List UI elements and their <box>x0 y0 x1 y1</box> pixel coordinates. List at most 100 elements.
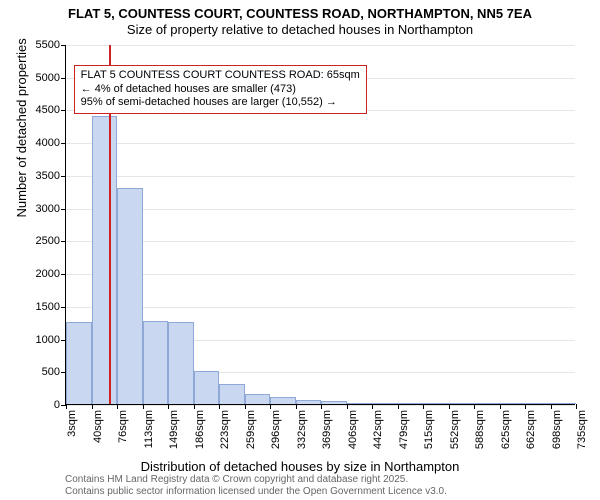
y-tick-mark <box>61 274 66 275</box>
y-tick-mark <box>61 110 66 111</box>
x-tick-mark <box>270 404 271 409</box>
histogram-bar <box>423 403 449 404</box>
y-tick-label: 1000 <box>36 334 60 346</box>
x-tick-mark <box>347 404 348 409</box>
annotation-line-3: 95% of semi-detached houses are larger (… <box>81 96 360 110</box>
x-tick-label: 369sqm <box>321 410 333 449</box>
x-tick-label: 296sqm <box>270 410 282 449</box>
x-tick-label: 735sqm <box>576 410 588 449</box>
annotation-box: FLAT 5 COUNTESS COURT COUNTESS ROAD: 65s… <box>74 65 367 114</box>
y-tick-mark <box>61 209 66 210</box>
x-tick-label: 406sqm <box>347 410 359 449</box>
y-tick-label: 4000 <box>36 137 60 149</box>
y-tick-mark <box>61 45 66 46</box>
histogram-bar <box>551 403 577 404</box>
y-tick-label: 2500 <box>36 235 60 247</box>
x-tick-mark <box>245 404 246 409</box>
x-tick-mark <box>551 404 552 409</box>
y-tick-label: 2000 <box>36 268 60 280</box>
x-tick-mark <box>194 404 195 409</box>
histogram-bar <box>474 403 500 404</box>
x-tick-label: 223sqm <box>219 410 231 449</box>
annotation-line-1: FLAT 5 COUNTESS COURT COUNTESS ROAD: 65s… <box>81 69 360 83</box>
annotation-line-2: ← 4% of detached houses are smaller (473… <box>81 83 360 97</box>
footnote-block: Contains HM Land Registry data © Crown c… <box>65 474 447 498</box>
x-tick-label: 76sqm <box>117 410 129 443</box>
x-tick-mark <box>143 404 144 409</box>
x-tick-label: 698sqm <box>551 410 563 449</box>
x-tick-label: 442sqm <box>372 410 384 449</box>
x-tick-mark <box>525 404 526 409</box>
x-axis-label: Distribution of detached houses by size … <box>141 459 460 474</box>
x-tick-mark <box>576 404 577 409</box>
x-tick-label: 662sqm <box>525 410 537 449</box>
y-tick-label: 500 <box>42 366 60 378</box>
y-axis-label: Number of detached properties <box>14 38 29 217</box>
histogram-bar <box>525 403 551 404</box>
y-tick-label: 3500 <box>36 170 60 182</box>
x-tick-label: 149sqm <box>168 410 180 449</box>
x-tick-label: 186sqm <box>194 410 206 449</box>
title-line-2: Size of property relative to detached ho… <box>0 22 600 38</box>
x-tick-label: 588sqm <box>474 410 486 449</box>
x-tick-mark <box>66 404 67 409</box>
title-line-1: FLAT 5, COUNTESS COURT, COUNTESS ROAD, N… <box>0 6 600 22</box>
x-tick-label: 113sqm <box>143 410 155 448</box>
y-tick-label: 3000 <box>36 203 60 215</box>
x-tick-mark <box>423 404 424 409</box>
histogram-bar <box>66 322 92 404</box>
y-tick-label: 0 <box>54 399 60 411</box>
chart-plot-area: 0500100015002000250030003500400045005000… <box>65 45 575 405</box>
x-tick-mark <box>500 404 501 409</box>
x-tick-mark <box>296 404 297 409</box>
x-tick-label: 479sqm <box>398 410 410 449</box>
x-tick-mark <box>474 404 475 409</box>
histogram-bar <box>219 384 245 404</box>
histogram-bar <box>398 403 424 404</box>
x-tick-mark <box>117 404 118 409</box>
plot-rect: 0500100015002000250030003500400045005000… <box>65 45 575 405</box>
gridline <box>66 45 575 46</box>
x-tick-label: 40sqm <box>92 410 104 443</box>
y-tick-mark <box>61 241 66 242</box>
x-tick-label: 515sqm <box>423 410 435 449</box>
x-tick-mark <box>398 404 399 409</box>
histogram-bar <box>168 322 194 404</box>
x-tick-label: 332sqm <box>296 410 308 449</box>
histogram-bar <box>449 403 475 404</box>
x-tick-mark <box>92 404 93 409</box>
x-tick-mark <box>449 404 450 409</box>
histogram-bar <box>194 371 220 404</box>
y-tick-label: 5000 <box>36 72 60 84</box>
x-tick-label: 3sqm <box>66 410 78 437</box>
x-tick-mark <box>372 404 373 409</box>
histogram-bar <box>372 403 398 404</box>
y-tick-mark <box>61 307 66 308</box>
y-tick-label: 4500 <box>36 104 60 116</box>
histogram-bar <box>321 401 347 404</box>
histogram-bar <box>500 403 526 404</box>
x-tick-mark <box>168 404 169 409</box>
histogram-bar <box>92 116 118 404</box>
x-tick-label: 259sqm <box>245 410 257 449</box>
footnote-line-2: Contains public sector information licen… <box>65 486 447 498</box>
y-tick-mark <box>61 78 66 79</box>
y-tick-mark <box>61 143 66 144</box>
gridline <box>66 176 575 177</box>
histogram-bar <box>117 188 143 404</box>
x-tick-label: 625sqm <box>500 410 512 449</box>
chart-title-block: FLAT 5, COUNTESS COURT, COUNTESS ROAD, N… <box>0 0 600 39</box>
x-tick-mark <box>219 404 220 409</box>
histogram-bar <box>245 394 271 404</box>
histogram-bar <box>296 400 322 404</box>
y-tick-label: 5500 <box>36 39 60 51</box>
histogram-bar <box>270 397 296 404</box>
y-tick-label: 1500 <box>36 301 60 313</box>
x-tick-label: 552sqm <box>449 410 461 449</box>
footnote-line-1: Contains HM Land Registry data © Crown c… <box>65 474 447 486</box>
gridline <box>66 143 575 144</box>
y-tick-mark <box>61 176 66 177</box>
histogram-bar <box>347 403 373 404</box>
histogram-bar <box>143 321 169 404</box>
x-tick-mark <box>321 404 322 409</box>
